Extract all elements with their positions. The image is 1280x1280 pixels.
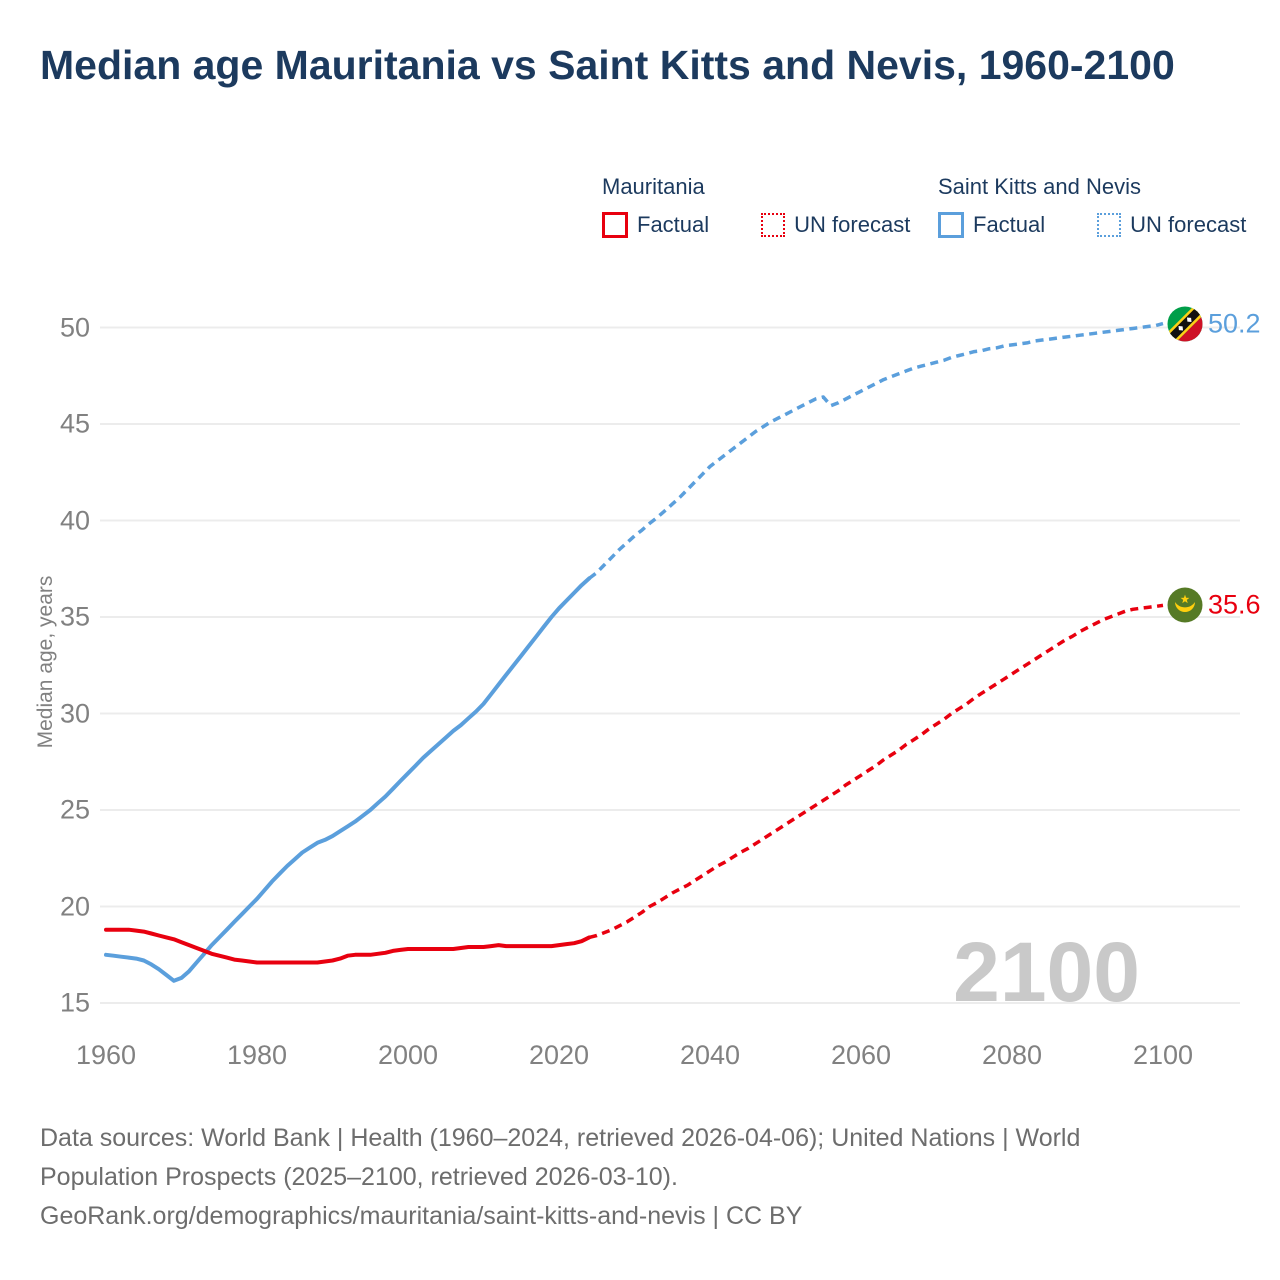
legend-row-saint-kitts: Factual UN forecast — [938, 212, 1246, 238]
legend-swatch-mauritania-factual-icon — [602, 212, 628, 238]
y-tick-label: 25 — [59, 794, 90, 825]
legend-item-saint-kitts-forecast[interactable]: UN forecast — [1097, 212, 1246, 238]
legend-title-saint-kitts: Saint Kitts and Nevis — [938, 174, 1141, 199]
legend-label-saint-kitts-factual: Factual — [973, 212, 1046, 237]
gridlines — [100, 326, 1240, 1004]
y-tick-label: 15 — [59, 987, 90, 1018]
saint-kitts-flag-icon — [1167, 306, 1203, 342]
legend-swatch-saint-kitts-forecast-icon — [1097, 213, 1122, 237]
y-axis-title: Median age, years — [34, 575, 57, 749]
x-tick-label: 2000 — [377, 1040, 439, 1070]
x-tick-label: 1980 — [226, 1040, 288, 1070]
legend-item-mauritania-forecast[interactable]: UN forecast — [761, 212, 910, 238]
y-tick-label: 45 — [59, 408, 90, 439]
footer: Data sources: World Bank | Health (1960–… — [40, 1119, 1210, 1236]
legend-row-mauritania: Factual UN forecast — [602, 212, 910, 238]
y-tick-label: 20 — [59, 891, 90, 921]
series-line — [104, 576, 592, 983]
series-line — [588, 321, 1164, 580]
legend-swatch-mauritania-forecast-icon — [761, 213, 786, 237]
page-title: Median age Mauritania vs Saint Kitts and… — [40, 42, 1175, 88]
x-tick-label: 2020 — [528, 1040, 590, 1070]
data-sources-line-1: Data sources: World Bank | Health (1960–… — [40, 1124, 1081, 1152]
data-sources-line-2: Population Prospects (2025–2100, retriev… — [40, 1163, 678, 1191]
end-value-saint-kitts: 50.2 — [1208, 308, 1261, 339]
x-tick-label: 2040 — [679, 1040, 741, 1070]
legend-item-mauritania-factual[interactable]: Factual — [602, 212, 709, 238]
series-line — [588, 603, 1164, 940]
series-line — [104, 927, 592, 965]
legend-swatch-saint-kitts-factual-icon — [938, 212, 964, 238]
y-tick-label: 50 — [59, 312, 90, 342]
x-tick-label: 2080 — [981, 1040, 1043, 1070]
legend-label-mauritania-factual: Factual — [637, 212, 710, 237]
y-tick-label: 30 — [59, 698, 90, 728]
y-tick-label: 40 — [59, 505, 90, 535]
legend-group-saint-kitts: Saint Kitts and Nevis Factual UN forecas… — [938, 174, 1246, 238]
y-tick-label: 35 — [59, 601, 90, 632]
legend-group-mauritania: Mauritania Factual UN forecast — [602, 174, 910, 238]
x-tick-label: 1960 — [75, 1040, 137, 1070]
mauritania-flag-icon — [1167, 587, 1203, 623]
watermark-text: 2100 — [953, 925, 1140, 1019]
legend-title-mauritania: Mauritania — [602, 174, 705, 199]
x-tick-label: 2100 — [1132, 1040, 1194, 1070]
legend-label-mauritania-forecast: UN forecast — [794, 212, 911, 237]
end-value-mauritania: 35.6 — [1208, 589, 1261, 620]
attribution-line: GeoRank.org/demographics/mauritania/sain… — [40, 1202, 803, 1230]
legend-item-saint-kitts-factual[interactable]: Factual — [938, 212, 1045, 238]
x-tick-label: 2060 — [830, 1040, 892, 1070]
series-lines — [104, 321, 1164, 983]
legend-label-saint-kitts-forecast: UN forecast — [1130, 212, 1247, 237]
